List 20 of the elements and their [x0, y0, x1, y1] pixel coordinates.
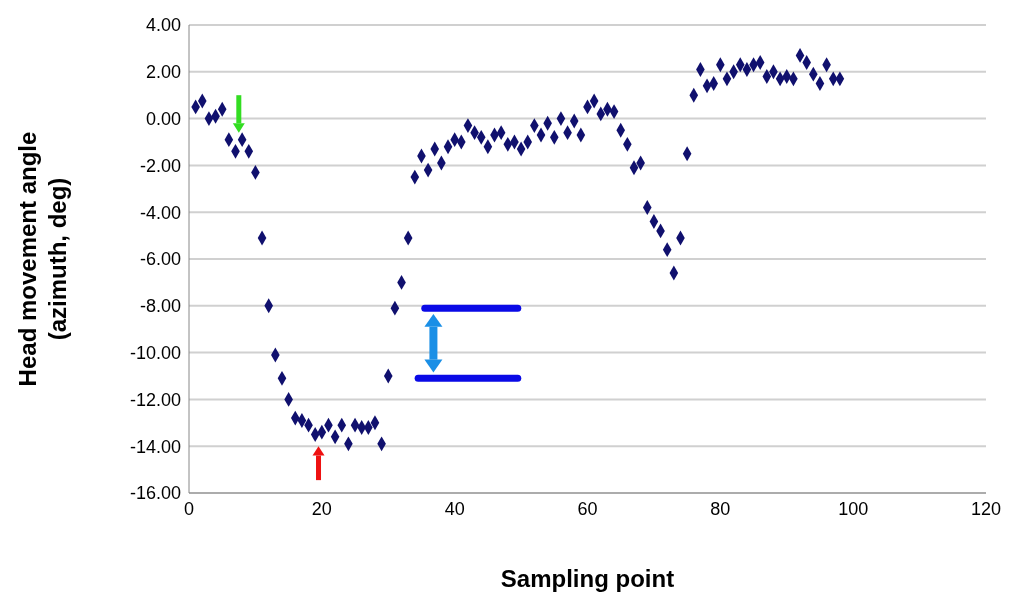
y-tick-label: -8.00 — [139, 296, 181, 317]
y-tick-label: 2.00 — [145, 62, 181, 83]
x-axis-title: Sampling point — [500, 565, 675, 592]
y-tick-label: -6.00 — [139, 249, 181, 270]
x-tick-label: 120 — [970, 499, 1002, 519]
x-tick-label: 80 — [710, 499, 731, 519]
x-tick-label: 20 — [311, 499, 332, 519]
x-tick-label: 40 — [444, 499, 465, 519]
x-tick-label: 100 — [838, 499, 869, 519]
y-tick-label: -16.00 — [129, 483, 181, 504]
x-tick-label: 60 — [577, 499, 598, 519]
y-axis-title: Head movement angle (azimuth, deg) — [14, 131, 71, 387]
y-tick-label: 4.00 — [145, 15, 181, 36]
y-tick-label: -4.00 — [139, 202, 181, 223]
y-tick-label: -2.00 — [139, 155, 181, 176]
x-tick-label: 0 — [183, 499, 195, 519]
y-tick-label: -12.00 — [129, 389, 181, 410]
y-tick-label: 0.00 — [145, 108, 181, 129]
y-tick-label: -14.00 — [129, 436, 181, 457]
y-tick-label: -10.00 — [129, 342, 181, 363]
